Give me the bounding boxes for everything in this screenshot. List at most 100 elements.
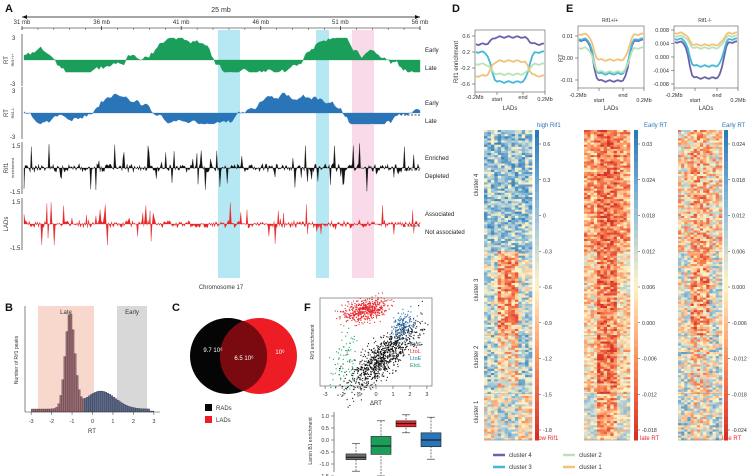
point-etoe (367, 361, 369, 364)
heat-cell (490, 140, 495, 143)
heat-cell (501, 194, 505, 198)
point-etoe (398, 347, 400, 349)
d-cluster4-label: cluster 4 (474, 173, 480, 196)
heat-cell (490, 345, 495, 349)
heat-cell (490, 272, 495, 275)
heat-cell (508, 425, 512, 428)
heat-cell (521, 224, 526, 227)
point-ltoe (409, 316, 411, 318)
heat-cell (504, 274, 509, 277)
point-etoe (408, 349, 410, 351)
heat-cell (484, 157, 488, 160)
heat-cell (626, 136, 631, 139)
heat-cell (487, 259, 492, 263)
heat-cell (501, 222, 505, 225)
point-ltol (381, 292, 383, 294)
point-etoe (376, 373, 378, 375)
heat-cell (508, 228, 512, 231)
point-ltol (348, 313, 350, 315)
point-ltol (357, 312, 359, 314)
point-etoe (414, 331, 416, 334)
heat-cell (626, 153, 631, 156)
heat-cell (504, 253, 509, 256)
point-ltol (378, 304, 380, 306)
heat-cell (597, 182, 601, 185)
heat-cell (584, 159, 588, 162)
heat-cell (626, 213, 631, 217)
heat-cell (484, 243, 488, 246)
point-ltol (366, 306, 368, 308)
heat-cell (504, 205, 509, 208)
point-etoe (370, 371, 372, 373)
heat-cell (616, 169, 621, 173)
heat-cell (487, 387, 492, 390)
point-etoe (402, 333, 404, 335)
d-cb-tick-label: -1.5 (543, 392, 552, 398)
e-right-ytick-label: -0.008 (653, 82, 669, 88)
heat-cell (613, 169, 618, 173)
point-ltol (369, 309, 371, 311)
heat-cell (525, 429, 529, 432)
heat-cell (590, 255, 595, 259)
point-etoe (394, 343, 396, 345)
heat-cell (616, 136, 621, 139)
point-ltol (370, 315, 372, 317)
heat-cell (511, 211, 516, 215)
heat-cell (504, 396, 509, 399)
point-ltol (366, 319, 368, 321)
point-etoe (375, 369, 378, 371)
heat-cell (490, 238, 495, 242)
heat-cell (511, 278, 516, 282)
heat-cell (616, 257, 621, 261)
point-etol (341, 331, 343, 333)
heat-cell (511, 425, 516, 428)
heat-cell (610, 247, 614, 250)
heat-cell (616, 201, 621, 204)
track-bottom-label: Depleted (425, 174, 449, 180)
point-etoe (363, 367, 366, 369)
heat-cell (504, 408, 509, 411)
point-etoe (397, 336, 399, 338)
heat-cell (511, 312, 516, 315)
heat-cell (494, 427, 498, 430)
heat-cell (525, 276, 529, 279)
heat-cell (494, 360, 498, 363)
heat-cell (514, 205, 519, 208)
point-etoe (367, 373, 370, 375)
point-ltol (368, 308, 370, 310)
heat-cell (616, 262, 621, 265)
heat-cell (603, 222, 608, 225)
heat-cell (584, 130, 588, 133)
heat-cell (620, 194, 624, 198)
point-etoe (417, 335, 419, 337)
heat-cell (613, 134, 618, 137)
heat-cell (484, 136, 488, 139)
point-ltol (370, 305, 372, 307)
heat-cell (521, 169, 526, 173)
point-etoe (389, 354, 391, 356)
point-etoe (351, 372, 353, 374)
point-ltol (376, 304, 378, 306)
heat-cell (603, 194, 608, 198)
heat-cell (600, 176, 604, 179)
heat-cell (528, 247, 533, 250)
heat-cell (616, 182, 621, 185)
point-ltol (343, 314, 345, 316)
point-etoe (365, 378, 367, 380)
heat-cell (511, 349, 516, 353)
heat-cell (511, 406, 516, 409)
heat-cell (521, 255, 526, 259)
heat-cell (514, 431, 519, 434)
heat-cell (525, 370, 529, 374)
heat-cell (528, 396, 533, 399)
point-etoe (404, 342, 406, 344)
heat-cell (514, 347, 519, 351)
heat-cell (587, 182, 591, 185)
heat-cell (528, 417, 533, 420)
d-cb-segment (535, 184, 539, 193)
point-etoe (371, 361, 373, 363)
heat-cell (528, 297, 533, 300)
heat-cell (497, 347, 502, 351)
hist-bar (121, 402, 124, 413)
point-etoe (399, 351, 401, 353)
